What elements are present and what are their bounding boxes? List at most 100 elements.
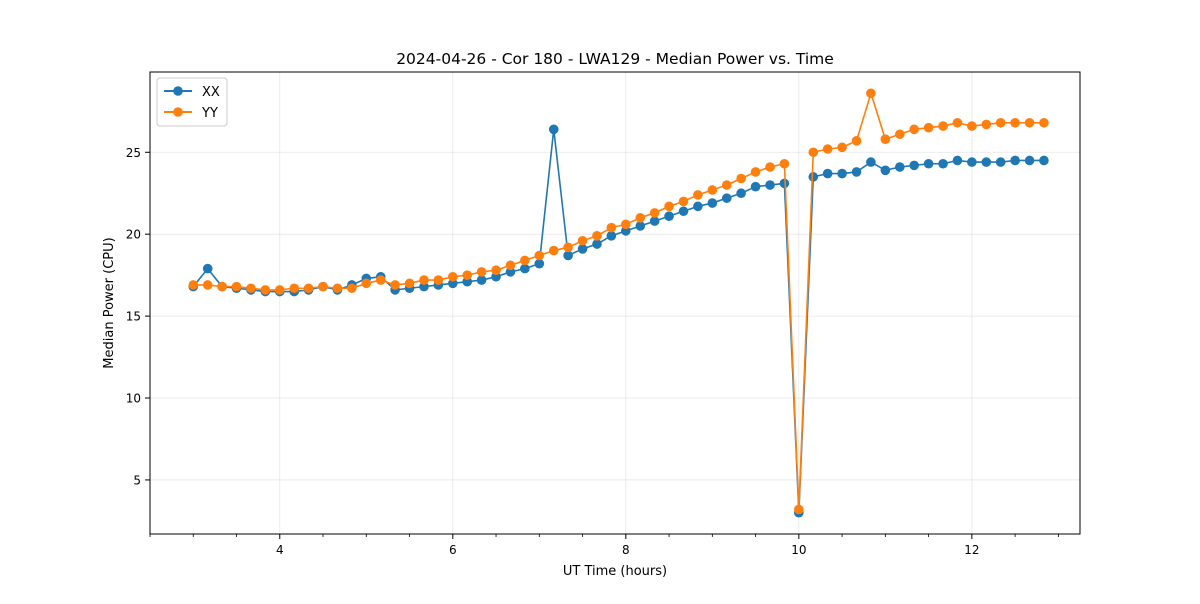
data-point-yy — [678, 196, 689, 207]
data-point-xx — [202, 263, 213, 274]
data-point-xx — [837, 168, 847, 179]
data-point-xx — [635, 221, 646, 231]
data-point-xx — [1024, 155, 1035, 166]
data-point-yy — [909, 124, 919, 135]
data-point-yy — [693, 190, 703, 200]
data-point-yy — [750, 167, 761, 177]
data-point-yy — [231, 281, 242, 292]
x-tick-label: 4 — [276, 543, 284, 557]
legend-label-yy: YY — [201, 106, 218, 121]
data-point-yy — [505, 260, 516, 271]
data-point-yy — [1039, 117, 1049, 128]
data-point-xx — [952, 155, 963, 166]
data-point-yy — [952, 117, 963, 128]
y-tick-label: 5 — [133, 473, 141, 487]
data-point-yy — [606, 222, 617, 233]
data-point-yy — [923, 122, 934, 133]
data-point-yy — [318, 281, 328, 292]
data-point-yy — [476, 267, 487, 277]
data-point-yy — [289, 283, 300, 294]
data-point-yy — [404, 278, 415, 289]
data-point-xx — [1039, 155, 1049, 166]
data-point-yy — [332, 283, 343, 294]
y-tick-label: 10 — [126, 392, 141, 406]
data-point-xx — [779, 178, 790, 189]
data-point-yy — [375, 275, 386, 285]
data-point-yy — [274, 285, 285, 295]
data-point-yy — [202, 280, 213, 290]
x-tick-label: 10 — [791, 543, 806, 557]
data-point-yy — [621, 219, 631, 230]
data-point-xx — [520, 263, 530, 274]
data-point-xx — [476, 275, 487, 285]
data-point-yy — [1024, 117, 1035, 128]
data-point-yy — [188, 280, 199, 290]
data-point-yy — [649, 208, 660, 218]
data-point-xx — [693, 201, 703, 212]
data-point-yy — [808, 147, 819, 158]
data-point-xx — [765, 180, 775, 190]
data-point-yy — [779, 158, 790, 169]
data-point-xx — [894, 162, 905, 172]
data-point-yy — [548, 245, 559, 256]
data-point-yy — [447, 271, 458, 282]
x-tick-label: 12 — [964, 543, 979, 557]
legend-label-xx: XX — [202, 85, 220, 100]
data-point-xx — [707, 198, 718, 208]
data-point-yy — [995, 117, 1006, 128]
data-point-yy — [577, 235, 588, 246]
data-point-yy — [721, 180, 732, 190]
data-point-yy — [563, 242, 573, 253]
data-point-yy — [347, 283, 357, 294]
data-point-xx — [563, 250, 573, 261]
data-point-yy — [880, 134, 891, 144]
data-point-yy — [433, 275, 444, 285]
data-point-yy — [765, 162, 775, 172]
data-point-yy — [635, 213, 646, 223]
data-point-yy — [361, 278, 372, 289]
data-point-xx — [822, 168, 833, 179]
legend-marker-xx — [173, 86, 183, 96]
data-point-xx — [548, 124, 559, 135]
data-point-yy — [462, 270, 473, 280]
data-point-yy — [707, 185, 718, 195]
data-point-xx — [995, 157, 1006, 167]
data-point-yy — [967, 121, 977, 131]
data-point-xx — [534, 258, 545, 269]
data-point-xx — [909, 160, 919, 171]
data-point-xx — [808, 172, 819, 182]
data-point-yy — [246, 283, 256, 294]
x-tick-label: 8 — [622, 543, 630, 557]
data-point-xx — [880, 165, 891, 176]
data-point-yy — [303, 283, 314, 294]
data-point-xx — [577, 244, 588, 254]
data-point-yy — [520, 255, 530, 266]
data-point-xx — [967, 157, 977, 167]
data-point-xx — [938, 158, 948, 169]
data-point-xx — [866, 157, 876, 167]
data-point-yy — [491, 265, 501, 276]
legend: XX YY — [156, 77, 228, 127]
series-layer — [188, 88, 1049, 518]
data-point-yy — [894, 129, 905, 140]
data-point-yy — [736, 173, 746, 184]
data-point-yy — [390, 280, 400, 290]
legend-marker-yy — [173, 107, 183, 117]
data-point-yy — [794, 504, 804, 515]
data-point-yy — [866, 88, 876, 99]
data-point-xx — [1010, 155, 1020, 166]
data-point-xx — [592, 239, 602, 249]
y-tick-label: 25 — [126, 146, 141, 160]
data-point-xx — [664, 211, 674, 221]
axis-layer: 4 6 8 10 12 5 10 15 20 25 — [126, 146, 1059, 557]
data-point-yy — [1010, 117, 1020, 128]
data-point-xx — [750, 181, 761, 192]
data-point-yy — [981, 119, 992, 130]
data-point-xx — [649, 216, 660, 226]
data-point-xx — [606, 231, 617, 241]
chart-title: 2024-04-26 - Cor 180 - LWA129 - Median P… — [396, 50, 834, 68]
plot-frame — [149, 71, 1081, 535]
data-point-yy — [822, 144, 833, 154]
